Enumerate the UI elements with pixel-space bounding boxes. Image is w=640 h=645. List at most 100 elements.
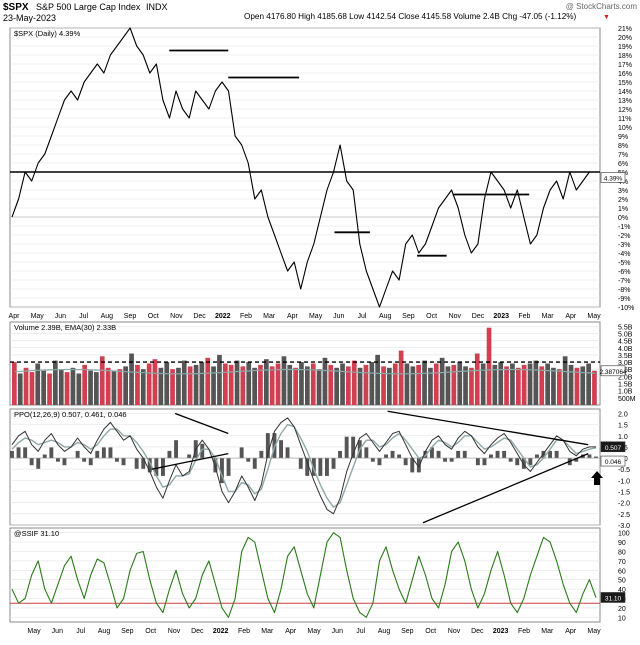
volume-bar (252, 367, 257, 405)
ppo-histogram-bar (29, 458, 34, 466)
volume-bar (486, 327, 492, 405)
volume-bar (457, 362, 463, 405)
ppo-y-tick-label: -1.5 (618, 490, 630, 497)
volume-bar (510, 363, 515, 405)
volume-bar (381, 366, 386, 405)
price-x-tick-label: May (587, 313, 601, 320)
price-y-tick-label: -3% (618, 242, 630, 249)
volume-bar (117, 369, 123, 405)
price-y-tick-label: 18% (618, 53, 632, 60)
ppo-histogram-bar (443, 458, 447, 462)
price-y-tick-label: 2% (618, 197, 628, 204)
volume-bar (586, 363, 591, 405)
volume-bar (310, 363, 316, 405)
price-y-tick-label: 7% (618, 152, 628, 159)
volume-bar (217, 354, 222, 405)
ppo-histogram-bar (423, 450, 428, 458)
volume-bar (228, 364, 234, 405)
ppo-histogram-bar (416, 458, 421, 473)
price-x-tick-label: 2023 (493, 313, 509, 320)
price-x-tick-label: Mar (542, 313, 555, 320)
ssif-x-tick-label: May (27, 628, 41, 635)
volume-bar (264, 359, 269, 405)
volume-bar (463, 366, 468, 405)
price-y-tick-label: -9% (618, 296, 630, 303)
ssif-x-tick-label: Aug (378, 628, 391, 635)
ppo-histogram-bar (101, 447, 106, 459)
volume-bar (187, 366, 193, 405)
ppo-histogram-bar (16, 447, 21, 459)
volume-bar (299, 362, 304, 405)
volume-bar (293, 367, 298, 405)
volume-bar (340, 363, 345, 405)
ppo-histogram-bar (390, 450, 395, 458)
ppo-signal-last-value: 0.046 (605, 459, 622, 466)
price-y-tick-label: 19% (618, 44, 632, 51)
ppo-trendline (422, 453, 589, 524)
volume-bar (53, 360, 58, 405)
price-y-tick-label: -5% (618, 260, 630, 267)
volume-y-tick-label: 500M (618, 396, 636, 403)
volume-y-tick-label: 3.0B (618, 360, 633, 367)
volume-bar (322, 357, 328, 405)
chart-exchange: INDX (146, 2, 168, 12)
ppo-histogram-bar (147, 458, 152, 473)
price-y-tick-label: 15% (618, 80, 632, 87)
copyright: @ StockCharts.com (566, 2, 638, 11)
volume-bar (164, 362, 170, 405)
volume-bar (170, 369, 175, 405)
price-y-tick-label: -6% (618, 269, 630, 276)
ppo-trendline (151, 452, 229, 470)
volume-bar (551, 367, 556, 405)
volume-bar (176, 367, 181, 405)
ppo-histogram-bar (213, 458, 218, 473)
volume-bar (574, 367, 580, 405)
ppo-histogram-bar (200, 443, 205, 459)
ppo-histogram-bar (377, 458, 382, 466)
price-y-tick-label: 6% (618, 161, 628, 168)
ppo-histogram-bar (88, 458, 93, 466)
ssif-y-tick-label: 80 (618, 550, 626, 557)
ssif-x-tick-label: Mar (541, 628, 554, 635)
volume-bar (521, 364, 527, 405)
volume-bar (398, 350, 404, 405)
price-x-tick-label: Jun (55, 313, 66, 320)
ppo-histogram-bar (482, 458, 487, 466)
volume-bar (445, 366, 451, 405)
volume-bar (533, 360, 539, 405)
chart-date: 23-May-2023 (3, 13, 56, 23)
volume-bar (123, 366, 128, 405)
ssif-x-tick-label: Sep (121, 628, 134, 635)
price-y-tick-label: 20% (618, 35, 632, 42)
ppo-histogram-bar (475, 458, 480, 466)
volume-bar (410, 366, 416, 405)
ppo-signal-line (11, 423, 597, 508)
ssif-x-tick-label: Dec (471, 628, 484, 635)
ssif-x-tick-label: 2022 (213, 628, 229, 635)
volume-bar (439, 357, 445, 405)
ppo-histogram-bar (325, 458, 329, 476)
quote-line: Open 4176.80 High 4185.68 Low 4142.54 Cl… (244, 12, 577, 21)
ppo-histogram-bar (252, 458, 257, 469)
volume-bar (146, 363, 152, 405)
ppo-frame (9, 408, 601, 526)
ppo-histogram-bar (187, 454, 192, 459)
ppo-histogram-bar (338, 450, 342, 458)
ssif-y-tick-label: 10 (618, 615, 626, 622)
volume-bar (474, 353, 480, 405)
ssif-line (11, 532, 597, 618)
ssif-y-tick-label: 100 (618, 531, 630, 538)
ppo-last-value-box (600, 441, 626, 453)
ssif-x-tick-label: May (307, 628, 321, 635)
ppo-histogram-bar (594, 456, 598, 458)
ssif-x-tick-label: Oct (145, 628, 156, 635)
ssif-x-tick-label: Nov (168, 628, 181, 635)
volume-bar (246, 362, 252, 405)
volume-bar (105, 367, 111, 405)
ssif-x-tick-label: Jul (76, 628, 85, 635)
volume-bar (346, 366, 351, 405)
volume-bar (469, 367, 474, 405)
ppo-histogram-bar (285, 447, 290, 459)
price-y-tick-label: 13% (618, 98, 632, 105)
